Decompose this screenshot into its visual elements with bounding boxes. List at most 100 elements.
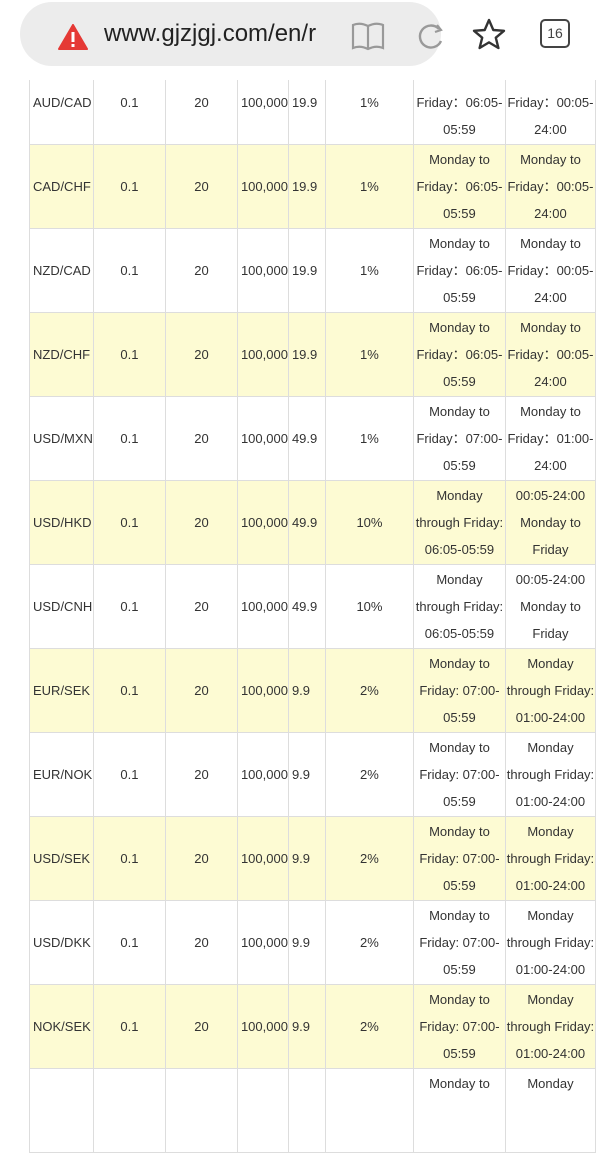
currency-pair-cell: CAD/CHF (29, 144, 94, 229)
contract-size-cell: 100,000 (236, 228, 289, 313)
time-line: 01:00-24:00 (515, 1046, 586, 1061)
time-line: Friday: 07:00- (419, 683, 500, 698)
time-line: Monday to (429, 320, 490, 335)
margin-cell: 10% (324, 480, 414, 565)
time-line: Monday to (429, 740, 490, 755)
trading-time-cell: Monday through Friday: 06:05-05:59 (412, 564, 506, 649)
min-lot-cell: 0.1 (92, 564, 166, 649)
time-line: Monday (436, 572, 483, 587)
quote-time-cell: Monday to Friday：00:05- 24:00 (504, 144, 596, 229)
time-line: Monday to (520, 152, 581, 167)
time-line: 01:00-24:00 (515, 710, 586, 725)
reader-mode-book-icon[interactable] (351, 21, 385, 56)
time-line (506, 1097, 595, 1124)
reload-icon[interactable] (415, 21, 447, 58)
quote-time-cell: Monday to Friday：00:05- 24:00 (504, 312, 596, 397)
time-line: Monday to (429, 404, 490, 419)
max-lot-cell: 20 (164, 480, 238, 565)
quote-time-cell: Monday through Friday: 01:00-24:00 (504, 984, 596, 1069)
time-line (414, 1124, 505, 1151)
contract-size-cell: 100,000 (236, 396, 289, 481)
min-lot-cell: 0.1 (92, 312, 166, 397)
value-cell: 49.9 (287, 480, 326, 565)
currency-pair-cell: NZD/CAD (29, 228, 94, 313)
url-text[interactable]: www.gjzjgj.com/en/r (104, 20, 317, 47)
time-line: Friday: 07:00- (419, 935, 500, 950)
time-line: Friday：06:05- (416, 95, 503, 110)
table-row: USD/SEK 0.1 20 100,000 9.9 2% Monday to Friday:… (29, 816, 596, 901)
bookmark-star-icon[interactable] (472, 18, 506, 55)
time-line: Monday (527, 992, 574, 1007)
time-line: Friday (532, 542, 569, 557)
max-lot-cell: 20 (164, 312, 238, 397)
currency-pair-cell: USD/HKD (29, 480, 94, 565)
contract-size-cell (236, 1068, 289, 1153)
time-line: Monday (527, 1076, 574, 1091)
value-cell: 9.9 (287, 648, 326, 733)
time-line: Monday to (520, 599, 581, 614)
trading-time-cell: Monday to Friday: 07:00- 05:59 (412, 648, 506, 733)
value-cell: 9.9 (287, 900, 326, 985)
min-lot-cell: 0.1 (92, 144, 166, 229)
time-line: 01:00-24:00 (515, 878, 586, 893)
currency-pair-cell: USD/CNH (29, 564, 94, 649)
time-line: 24:00 (534, 374, 567, 389)
time-line: 05:59 (443, 1046, 476, 1061)
instrument-table: AUD/CAD 0.1 20 100,000 19.9 1% Friday：06:05- 05… (29, 60, 596, 1153)
table-row: Monday to Monday (29, 1068, 596, 1153)
time-line: Monday to (429, 152, 490, 167)
time-line: Friday (532, 626, 569, 641)
max-lot-cell: 20 (164, 816, 238, 901)
table-row: EUR/NOK 0.1 20 100,000 9.9 2% Monday to Friday:… (29, 732, 596, 817)
time-line: Friday：06:05- (416, 263, 503, 278)
time-line (414, 1097, 505, 1124)
time-line: 24:00 (534, 206, 567, 221)
time-line: through Friday: (506, 935, 595, 950)
table-row: CAD/CHF 0.1 20 100,000 19.9 1% Monday to Friday… (29, 144, 596, 229)
value-cell (287, 1068, 326, 1153)
warning-triangle-icon[interactable] (58, 24, 88, 55)
time-line: 05:59 (443, 290, 476, 305)
quote-time-cell: Monday through Friday: 01:00-24:00 (504, 900, 596, 985)
margin-cell: 1% (324, 144, 414, 229)
time-line: Friday: 07:00- (419, 767, 500, 782)
contract-size-cell: 100,000 (236, 144, 289, 229)
table-row: USD/HKD 0.1 20 100,000 49.9 10% Monday through … (29, 480, 596, 565)
margin-cell: 1% (324, 228, 414, 313)
time-line (506, 1124, 595, 1151)
value-cell: 9.9 (287, 984, 326, 1069)
currency-pair-cell: USD/SEK (29, 816, 94, 901)
time-line: 01:00-24:00 (515, 962, 586, 977)
tab-count-button[interactable]: 16 (540, 19, 570, 48)
time-line: Monday (527, 656, 574, 671)
time-line: Friday：00:05- (507, 179, 594, 194)
currency-pair-cell: EUR/NOK (29, 732, 94, 817)
time-line: Friday：01:00- (507, 431, 594, 446)
time-line: 00:05-24:00 (515, 572, 586, 587)
min-lot-cell: 0.1 (92, 648, 166, 733)
min-lot-cell: 0.1 (92, 816, 166, 901)
time-line: Monday to (429, 236, 490, 251)
browser-toolbar: www.gjzjgj.com/en/r 16 (0, 0, 600, 80)
currency-pair-cell: USD/MXN (29, 396, 94, 481)
address-bar[interactable]: www.gjzjgj.com/en/r (20, 2, 443, 66)
value-cell: 19.9 (287, 144, 326, 229)
time-line: Monday to (520, 515, 581, 530)
max-lot-cell: 20 (164, 900, 238, 985)
table-row: EUR/SEK 0.1 20 100,000 9.9 2% Monday to Friday:… (29, 648, 596, 733)
time-line: Friday：06:05- (416, 179, 503, 194)
time-line: 24:00 (534, 458, 567, 473)
table-row: NOK/SEK 0.1 20 100,000 9.9 2% Monday to Friday:… (29, 984, 596, 1069)
quote-time-cell: 00:05-24:00 Monday to Friday (504, 480, 596, 565)
value-cell: 9.9 (287, 732, 326, 817)
quote-time-cell: Monday through Friday: 01:00-24:00 (504, 648, 596, 733)
max-lot-cell: 20 (164, 144, 238, 229)
time-line: Monday to (520, 404, 581, 419)
contract-size-cell: 100,000 (236, 732, 289, 817)
max-lot-cell: 20 (164, 396, 238, 481)
table-row: NZD/CHF 0.1 20 100,000 19.9 1% Monday to Friday… (29, 312, 596, 397)
min-lot-cell (92, 1068, 166, 1153)
trading-time-cell: Monday to Friday：07:00- 05:59 (412, 396, 506, 481)
time-line: 06:05-05:59 (424, 542, 495, 557)
currency-pair-cell (29, 1068, 94, 1153)
